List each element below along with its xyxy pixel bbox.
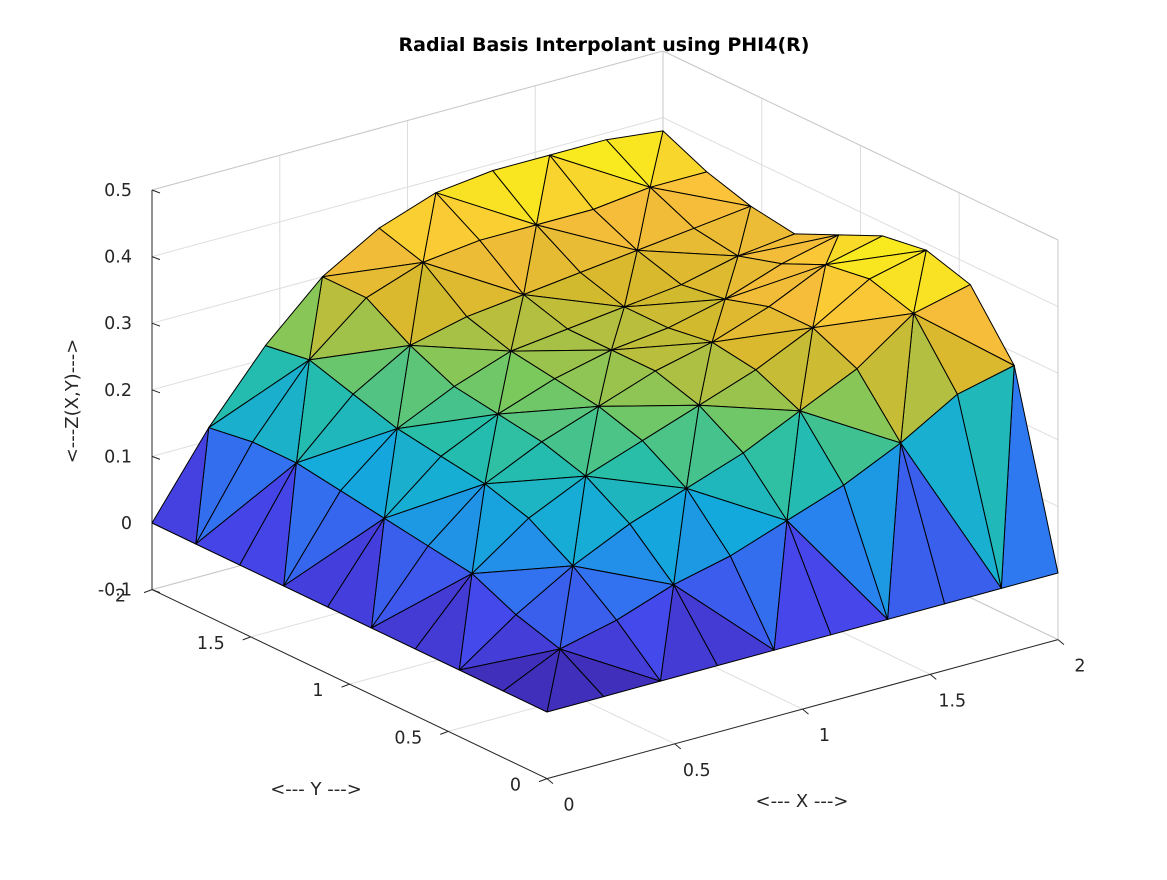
z-tick-mark bbox=[151, 256, 161, 261]
z-axis-label: <---Z(X,Y)---> bbox=[62, 339, 83, 464]
x-tick-mark bbox=[674, 743, 682, 750]
x-axis-label: <--- X ---> bbox=[756, 791, 849, 812]
x-tick-mark bbox=[929, 673, 937, 680]
x-tick-label: 0.5 bbox=[683, 761, 711, 781]
surface-triangle bbox=[773, 520, 832, 651]
z-tick-mark bbox=[151, 455, 161, 460]
y-tick-label: 0.5 bbox=[394, 728, 422, 748]
surface-layer bbox=[151, 130, 1059, 713]
z-tick-label: 0.5 bbox=[104, 181, 132, 201]
y-tick-mark bbox=[242, 636, 251, 641]
chart-title: Radial Basis Interpolant using PHI4(R) bbox=[399, 34, 810, 56]
z-tick-label: 0.3 bbox=[104, 314, 132, 334]
x-tick-label: 2 bbox=[1074, 657, 1085, 677]
z-tick-mark bbox=[151, 322, 161, 327]
y-tick-label: 1.5 bbox=[197, 634, 225, 654]
y-tick-mark bbox=[341, 683, 350, 688]
z-tick-label: 0 bbox=[121, 514, 132, 534]
box-edge bbox=[151, 50, 664, 191]
x-tick-mark bbox=[1057, 639, 1065, 645]
surface-triangle bbox=[151, 427, 210, 545]
y-axis-label: <--- Y ---> bbox=[270, 779, 362, 800]
x-tick-mark bbox=[802, 708, 809, 715]
z-tick-mark bbox=[151, 189, 161, 194]
z-tick-label: -0.1 bbox=[98, 581, 132, 601]
y-tick-mark bbox=[538, 778, 548, 783]
y-tick-mark bbox=[143, 589, 153, 594]
box-edge bbox=[662, 50, 1059, 241]
z-tick-mark bbox=[151, 389, 161, 394]
z-tick-mark bbox=[151, 589, 161, 594]
x-tick-label: 1 bbox=[819, 726, 830, 746]
y-tick-label: 0 bbox=[510, 776, 521, 796]
y-tick-mark bbox=[440, 730, 449, 735]
z-tick-label: 0.2 bbox=[104, 381, 132, 401]
surface-triangle bbox=[327, 517, 385, 629]
x-tick-label: 0 bbox=[563, 796, 574, 816]
x-tick-mark bbox=[546, 778, 554, 784]
surface-triangle bbox=[502, 648, 561, 713]
y-tick-label: 2 bbox=[115, 587, 126, 607]
z-tick-label: 0.1 bbox=[104, 447, 132, 467]
x-tick-label: 1.5 bbox=[938, 691, 966, 711]
y-tick-label: 1 bbox=[312, 681, 323, 701]
z-tick-label: 0.4 bbox=[104, 248, 132, 268]
